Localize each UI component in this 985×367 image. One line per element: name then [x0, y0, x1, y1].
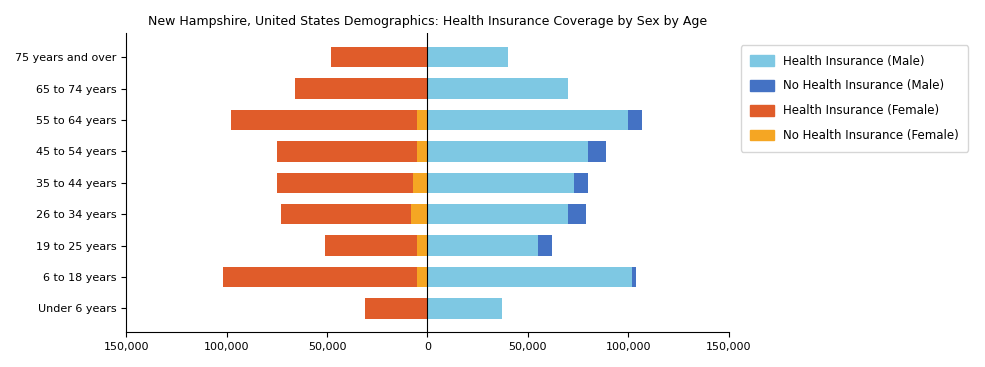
Bar [281, 204, 412, 225]
Bar [427, 236, 538, 256]
Bar [223, 267, 418, 287]
Bar [538, 236, 552, 256]
Bar [277, 141, 418, 161]
Bar [427, 204, 568, 225]
Bar [365, 298, 427, 319]
Bar [418, 141, 427, 161]
Bar [331, 47, 427, 67]
Bar [427, 267, 632, 287]
Bar [427, 172, 574, 193]
Bar [418, 110, 427, 130]
Bar [277, 172, 414, 193]
Legend: Health Insurance (Male), No Health Insurance (Male), Health Insurance (Female), : Health Insurance (Male), No Health Insur… [741, 45, 968, 152]
Bar [427, 141, 588, 161]
Bar [427, 298, 501, 319]
Bar [588, 141, 606, 161]
Bar [632, 267, 636, 287]
Bar [427, 78, 568, 99]
Bar [628, 110, 642, 130]
Bar [418, 267, 427, 287]
Bar [412, 204, 427, 225]
Bar [427, 47, 508, 67]
Bar [295, 78, 427, 99]
Bar [230, 110, 418, 130]
Title: New Hampshire, United States Demographics: Health Insurance Coverage by Sex by A: New Hampshire, United States Demographic… [148, 15, 707, 28]
Bar [574, 172, 588, 193]
Bar [427, 110, 628, 130]
Bar [414, 172, 427, 193]
Bar [418, 236, 427, 256]
Bar [568, 204, 586, 225]
Bar [325, 236, 418, 256]
